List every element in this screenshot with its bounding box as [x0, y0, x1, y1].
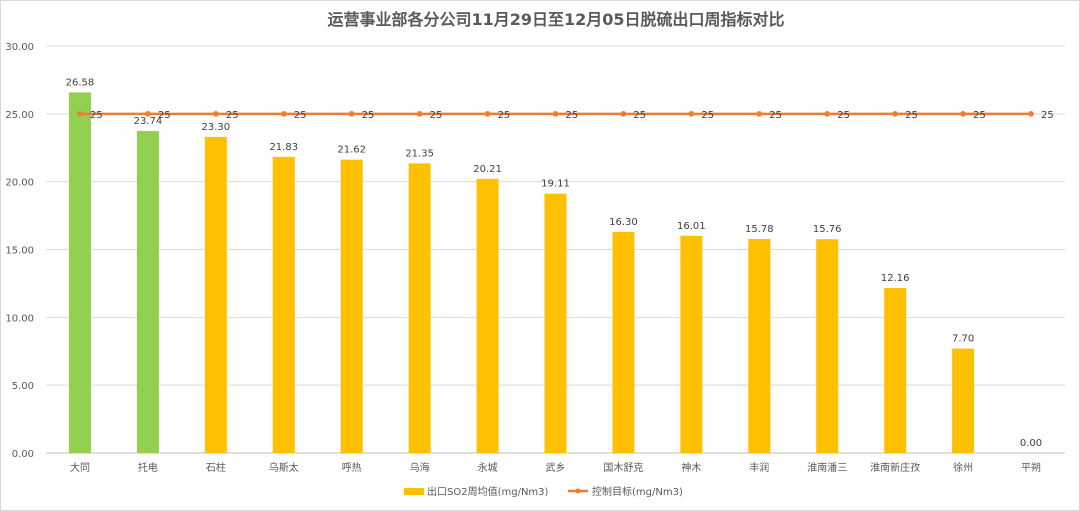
target-data-label: 25	[226, 110, 239, 121]
bar	[476, 178, 499, 453]
target-marker	[77, 111, 83, 117]
bar	[272, 156, 295, 453]
bar-data-label: 21.62	[337, 145, 366, 156]
x-tick-label: 永城	[478, 461, 498, 474]
legend-bar-swatch	[404, 488, 424, 495]
x-tick-label: 丰润	[749, 461, 769, 474]
chart-title: 运营事业部各分公司11月29日至12月05日脱硫出口周指标对比	[327, 10, 784, 29]
target-data-label: 25	[158, 110, 171, 121]
bar-data-label: 19.11	[541, 179, 570, 190]
x-tick-label: 平朔	[1021, 461, 1041, 474]
bar	[816, 239, 839, 453]
y-tick-label: 0.00	[12, 449, 34, 460]
x-tick-label: 淮南新庄孜	[870, 461, 920, 474]
bar	[340, 159, 363, 453]
bar	[204, 136, 227, 453]
legend: 出口SO2周均值(mg/Nm3) 控制目标(mg/Nm3)	[404, 485, 683, 498]
y-tick-label: 20.00	[5, 178, 34, 189]
bar-data-label: 21.83	[269, 142, 298, 153]
bar	[748, 238, 771, 453]
bar-data-label: 16.30	[609, 217, 638, 228]
bar-data-label: 20.21	[473, 164, 502, 175]
x-tick-label: 武乡	[546, 461, 566, 474]
target-data-label: 25	[701, 110, 714, 121]
target-marker	[416, 111, 423, 117]
bar-data-label: 16.01	[677, 221, 706, 232]
x-tick-label: 呼热	[342, 461, 362, 474]
x-tick-label: 大同	[70, 461, 90, 474]
target-marker	[348, 111, 355, 117]
bar	[136, 130, 159, 453]
target-data-label: 25	[837, 110, 850, 121]
x-tick-label: 乌斯太	[269, 461, 299, 474]
target-data-label: 25	[362, 110, 375, 121]
y-tick-label: 5.00	[12, 381, 34, 392]
bar-data-label: 26.58	[66, 77, 95, 88]
x-tick-label: 神木	[681, 461, 701, 474]
bar-data-label: 15.78	[745, 224, 774, 235]
bar	[884, 288, 907, 453]
x-tick-label: 石柱	[206, 461, 226, 474]
bar	[680, 235, 703, 453]
bar-data-label: 0.00	[1020, 438, 1042, 449]
bar	[68, 92, 91, 453]
target-marker	[484, 111, 491, 117]
bar-data-label: 12.16	[881, 273, 910, 284]
x-tick-label: 托电	[138, 461, 158, 474]
target-marker	[824, 111, 831, 117]
target-data-label: 25	[905, 110, 918, 121]
target-data-label: 25	[769, 110, 782, 121]
target-data-label: 25	[1041, 110, 1054, 121]
bar	[612, 231, 635, 453]
target-marker	[213, 111, 219, 117]
bar-data-label: 21.35	[405, 148, 434, 159]
target-marker	[688, 111, 695, 117]
y-tick-label: 15.00	[5, 246, 34, 257]
bar-data-label: 7.70	[952, 334, 974, 345]
target-marker	[960, 111, 966, 117]
target-data-label: 25	[498, 110, 511, 121]
target-data-label: 25	[294, 110, 307, 121]
target-data-label: 25	[566, 110, 579, 121]
y-tick-label: 30.00	[5, 42, 34, 53]
target-data-label: 25	[633, 110, 646, 121]
bar-data-label: 23.74	[134, 116, 163, 127]
y-tick-label: 25.00	[5, 110, 34, 121]
target-marker	[1028, 111, 1034, 117]
x-tick-label: 国木舒克	[603, 461, 643, 474]
target-data-label: 25	[973, 110, 986, 121]
bar	[952, 348, 975, 453]
target-marker	[756, 111, 763, 117]
target-data-label: 25	[430, 110, 443, 121]
target-marker	[145, 111, 151, 117]
target-marker	[892, 111, 898, 117]
legend-bar-label: 出口SO2周均值(mg/Nm3)	[427, 485, 549, 498]
bar	[544, 193, 567, 453]
x-tick-label: 乌海	[410, 461, 430, 474]
bar-data-label: 23.30	[202, 122, 231, 133]
y-tick-label: 10.00	[5, 313, 34, 324]
legend-line-marker	[575, 488, 581, 494]
x-tick-label: 徐州	[953, 461, 973, 474]
x-tick-label: 淮南潘三	[807, 461, 847, 474]
bar-data-label: 15.76	[813, 224, 842, 235]
target-marker	[620, 111, 627, 117]
target-marker	[280, 111, 287, 117]
target-data-label: 25	[90, 110, 103, 121]
legend-line-label: 控制目标(mg/Nm3)	[592, 485, 683, 498]
target-marker	[552, 111, 559, 117]
bar	[408, 163, 431, 453]
